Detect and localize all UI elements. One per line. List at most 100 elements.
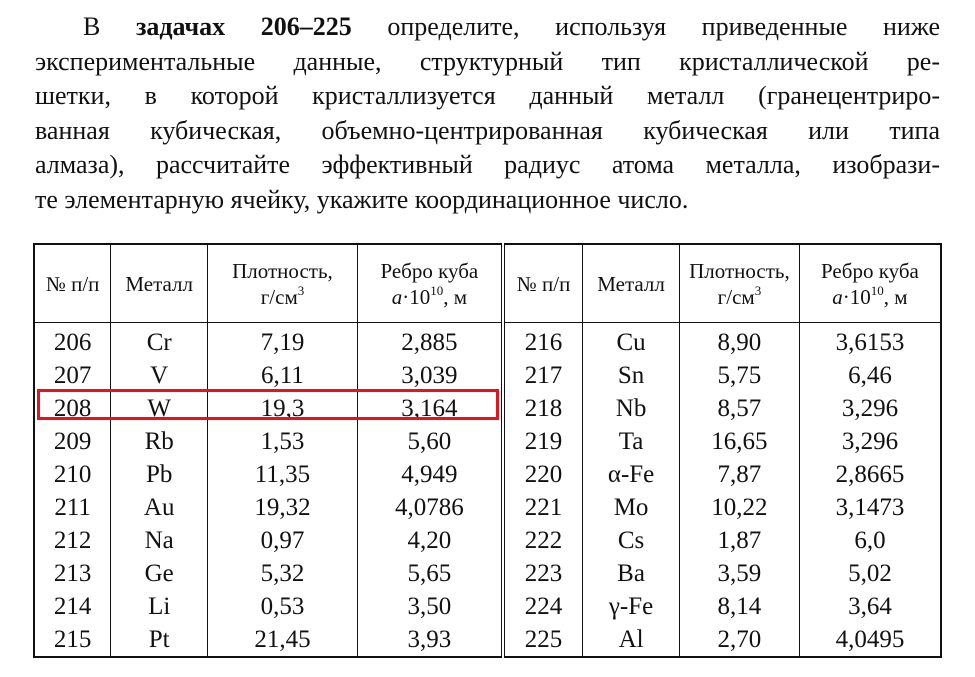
header-cell: № п/п <box>502 244 584 323</box>
header-cell: Ребро куба a·1010, м <box>356 244 505 323</box>
header-sup: 3 <box>754 282 762 298</box>
table-cell: 1,53 <box>207 425 358 458</box>
table-cell: 5,32 <box>207 557 358 590</box>
table-cell: 3,6153 <box>798 322 942 359</box>
header-text: г/см <box>717 284 755 309</box>
table-cell: 212 <box>33 524 112 557</box>
table-cell: 3,59 <box>678 557 800 590</box>
header-text: Ребро куба <box>821 258 919 283</box>
text-line: алмаза), рассчитайте эффективный радиус … <box>35 150 940 179</box>
text: В <box>83 12 101 41</box>
table-cell: 16,65 <box>678 425 800 458</box>
table-row: 214 Li 0,53 3,50 224 γ-Fe 8,14 3,64 <box>33 590 942 623</box>
table-cell: 3,039 <box>356 359 505 392</box>
table-cell: 11,35 <box>207 458 358 491</box>
table-row: 212 Na 0,97 4,20 222 Cs 1,87 6,0 <box>33 524 942 557</box>
table-cell: 8,57 <box>678 392 800 425</box>
header-text: , м <box>443 284 467 309</box>
table-row: 209 Rb 1,53 5,60 219 Ta 16,65 3,296 <box>33 425 942 458</box>
table-cell: 209 <box>33 425 112 458</box>
table-cell: 224 <box>502 590 584 623</box>
table-cell: 3,93 <box>356 623 505 657</box>
highlight-box <box>37 389 499 420</box>
table-cell: 3,296 <box>798 392 942 425</box>
table-cell: γ-Fe <box>582 590 680 623</box>
table-cell: 6,11 <box>207 359 358 392</box>
header-cell: Металл <box>110 244 209 323</box>
table-cell: Ta <box>582 425 680 458</box>
table-cell: 220 <box>502 458 584 491</box>
table-cell: 0,97 <box>207 524 358 557</box>
text-line: те элементарную ячейку, укажите координа… <box>35 184 689 214</box>
table-cell: 219 <box>502 425 584 458</box>
table-row: 211 Au 19,32 4,0786 221 Mo 10,22 3,1473 <box>33 491 942 524</box>
table-cell: 2,8665 <box>798 458 942 491</box>
header-sup: 3 <box>297 282 305 298</box>
table-cell: Li <box>110 590 209 623</box>
table-cell: Ge <box>110 557 209 590</box>
table-cell: 214 <box>33 590 112 623</box>
table-cell: 218 <box>502 392 584 425</box>
table-cell: 223 <box>502 557 584 590</box>
header-text: Плотность, <box>232 258 333 283</box>
text-line: экспериментальные данные, структурный ти… <box>35 46 940 76</box>
header-sup: 10 <box>430 282 444 298</box>
table-cell: 206 <box>33 322 112 359</box>
header-var: a <box>832 284 843 309</box>
table-cell: Mo <box>582 491 680 524</box>
table-cell: V <box>110 359 209 392</box>
header-cell: Плотность, г/см3 <box>678 244 800 323</box>
table-cell: Pb <box>110 458 209 491</box>
table-cell: Nb <box>582 392 680 425</box>
table-cell: 10,22 <box>678 491 800 524</box>
header-text: , м <box>883 284 908 309</box>
table-cell: Ba <box>582 557 680 590</box>
table-cell: 6,0 <box>798 524 942 557</box>
table-row: 210 Pb 11,35 4,949 220 α-Fe 7,87 2,8665 <box>33 458 942 491</box>
table-cell: 6,46 <box>798 359 942 392</box>
paragraph: В задачах 206–225 определите, используя … <box>35 10 940 217</box>
table-cell: 3,50 <box>356 590 505 623</box>
header-cell: Плотность, г/см3 <box>207 244 358 323</box>
table-cell: 5,60 <box>356 425 505 458</box>
header-row: № п/п Металл Плотность, г/см3 Ребро куба a·10… <box>33 244 942 323</box>
table-cell: 217 <box>502 359 584 392</box>
table-cell: 8,90 <box>678 322 800 359</box>
header-cell: № п/п <box>33 244 112 323</box>
table-cell: 3,1473 <box>798 491 942 524</box>
table-cell: 21,45 <box>207 623 358 657</box>
table-cell: Au <box>110 491 209 524</box>
table-cell: 7,87 <box>678 458 800 491</box>
table-cell: Pt <box>110 623 209 657</box>
data-table: № п/п Металл Плотность, г/см3 Ребро куба a·10… <box>33 243 942 658</box>
bold-text: задачах 206–225 <box>135 12 352 41</box>
table-cell: 2,70 <box>678 623 800 657</box>
table-cell: 213 <box>33 557 112 590</box>
table-cell: 3,296 <box>798 425 942 458</box>
table-cell: 207 <box>33 359 112 392</box>
table-cell: 0,53 <box>207 590 358 623</box>
table-row: 207 V 6,11 3,039 217 Sn 5,75 6,46 <box>33 359 942 392</box>
table-cell: 4,0786 <box>356 491 505 524</box>
table-cell: 211 <box>33 491 112 524</box>
table-cell: Cu <box>582 322 680 359</box>
table-cell: 5,02 <box>798 557 942 590</box>
header-var: a <box>391 284 403 309</box>
table-cell: 19,32 <box>207 491 358 524</box>
table-cell: 221 <box>502 491 584 524</box>
header-text: Плотность, <box>689 258 790 283</box>
header-text: ·10 <box>402 284 431 309</box>
table-cell: 5,65 <box>356 557 505 590</box>
table-cell: 7,19 <box>207 322 358 359</box>
table-cell: Na <box>110 524 209 557</box>
text-line: ванная кубическая, объемно-центрированна… <box>35 115 940 145</box>
text-line: В задачах 206–225 определите, используя … <box>35 10 940 45</box>
table-cell: 5,75 <box>678 359 800 392</box>
table-cell: 2,885 <box>356 322 505 359</box>
table-cell: 215 <box>33 623 112 657</box>
header-text: Ребро куба <box>380 258 479 283</box>
header-text: г/см <box>260 284 298 309</box>
table-row: 213 Ge 5,32 5,65 223 Ba 3,59 5,02 <box>33 557 942 590</box>
table-cell: Cr <box>110 322 209 359</box>
